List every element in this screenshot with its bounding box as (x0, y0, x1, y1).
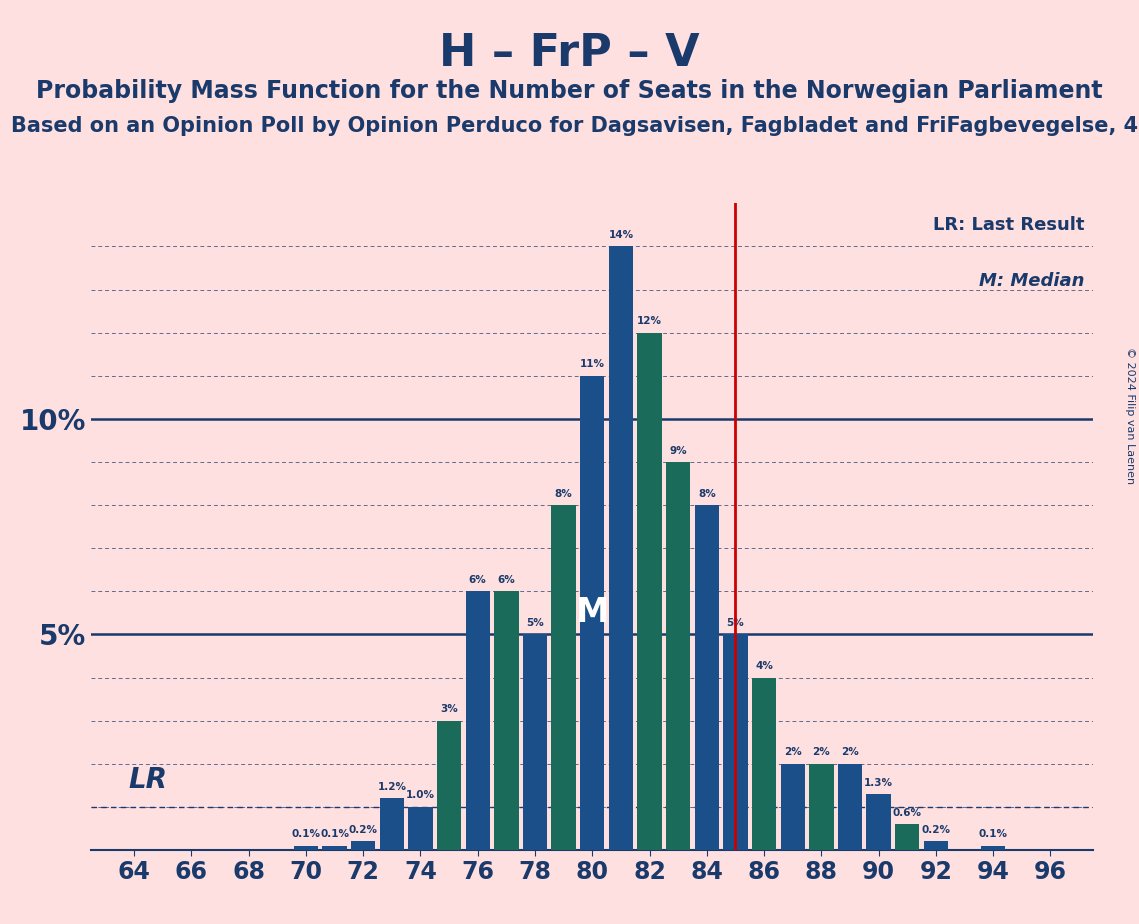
Text: 6%: 6% (469, 575, 486, 585)
Text: 0.2%: 0.2% (349, 825, 378, 835)
Text: 11%: 11% (580, 359, 605, 370)
Bar (867, 794, 891, 850)
Text: 0.2%: 0.2% (921, 825, 950, 835)
Bar (437, 721, 461, 850)
Text: 12%: 12% (637, 316, 662, 326)
Text: 0.6%: 0.6% (893, 808, 921, 818)
Text: © 2024 Filip van Laenen: © 2024 Filip van Laenen (1125, 347, 1134, 484)
Bar (379, 798, 404, 850)
Text: 4%: 4% (755, 662, 773, 671)
Text: 2%: 2% (784, 748, 802, 758)
Text: 5%: 5% (526, 618, 544, 628)
Text: 5%: 5% (727, 618, 745, 628)
Bar (494, 591, 518, 850)
Bar (752, 677, 777, 850)
Text: H – FrP – V: H – FrP – V (440, 32, 699, 76)
Text: 0.1%: 0.1% (978, 830, 1008, 839)
Bar (780, 764, 805, 850)
Bar (809, 764, 834, 850)
Bar (695, 505, 719, 850)
Text: 0.1%: 0.1% (320, 830, 349, 839)
Bar (408, 807, 433, 850)
Text: 8%: 8% (555, 489, 573, 499)
Bar (608, 247, 633, 850)
Text: LR: LR (129, 766, 167, 794)
Bar (523, 635, 547, 850)
Text: M: Median: M: Median (980, 273, 1084, 290)
Text: LR: Last Result: LR: Last Result (933, 216, 1084, 234)
Bar (294, 845, 318, 850)
Bar (924, 842, 948, 850)
Bar (466, 591, 490, 850)
Bar (666, 462, 690, 850)
Bar (322, 845, 346, 850)
Bar (351, 842, 376, 850)
Text: 14%: 14% (608, 230, 633, 240)
Text: 3%: 3% (440, 704, 458, 714)
Text: 6%: 6% (498, 575, 515, 585)
Text: 9%: 9% (670, 445, 687, 456)
Bar (895, 824, 919, 850)
Text: 8%: 8% (698, 489, 715, 499)
Text: 2%: 2% (841, 748, 859, 758)
Text: 1.0%: 1.0% (405, 791, 435, 800)
Text: 2%: 2% (812, 748, 830, 758)
Text: Probability Mass Function for the Number of Seats in the Norwegian Parliament: Probability Mass Function for the Number… (36, 79, 1103, 103)
Text: Based on an Opinion Poll by Opinion Perduco for Dagsavisen, Fagbladet and FriFag: Based on an Opinion Poll by Opinion Perd… (11, 116, 1139, 136)
Bar (838, 764, 862, 850)
Bar (723, 635, 747, 850)
Bar (981, 845, 1006, 850)
Text: 0.1%: 0.1% (292, 830, 320, 839)
Text: 1.3%: 1.3% (865, 778, 893, 787)
Bar (638, 333, 662, 850)
Text: 1.2%: 1.2% (377, 782, 407, 792)
Bar (551, 505, 576, 850)
Text: M: M (575, 596, 609, 629)
Bar (580, 376, 605, 850)
